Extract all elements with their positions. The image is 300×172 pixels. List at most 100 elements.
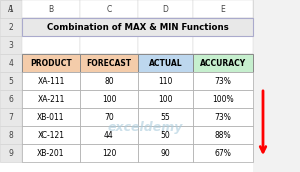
Bar — [138, 90, 193, 108]
Bar — [22, 54, 80, 72]
Bar — [138, 108, 193, 126]
Bar — [80, 18, 138, 36]
Bar — [138, 90, 193, 108]
Text: 2: 2 — [9, 23, 14, 31]
Text: ACTUAL: ACTUAL — [149, 58, 182, 67]
Bar — [22, 126, 80, 144]
Text: 80: 80 — [104, 77, 114, 85]
Bar — [138, 126, 193, 144]
Bar — [138, 0, 193, 18]
Text: 73%: 73% — [214, 112, 231, 121]
Bar — [193, 72, 253, 90]
Bar — [138, 108, 193, 126]
Text: FORECAST: FORECAST — [86, 58, 132, 67]
Bar — [80, 108, 138, 126]
Text: 100: 100 — [158, 94, 173, 104]
Bar — [193, 0, 253, 18]
Bar — [193, 90, 253, 108]
Bar — [22, 108, 80, 126]
Bar — [80, 144, 138, 162]
Text: XA-111: XA-111 — [37, 77, 65, 85]
Text: 73%: 73% — [214, 77, 231, 85]
Bar — [80, 126, 138, 144]
Text: 9: 9 — [9, 148, 14, 158]
Text: 88%: 88% — [215, 131, 231, 139]
Bar — [138, 36, 193, 54]
Text: 6: 6 — [9, 94, 14, 104]
Text: 8: 8 — [9, 131, 14, 139]
Bar — [0, 72, 22, 90]
Bar — [138, 54, 193, 72]
Bar — [80, 72, 138, 90]
Text: XC-121: XC-121 — [38, 131, 64, 139]
Text: XB-011: XB-011 — [37, 112, 65, 121]
Bar — [0, 54, 22, 72]
Bar — [0, 18, 22, 36]
Text: B: B — [48, 4, 54, 13]
Text: 67%: 67% — [214, 148, 231, 158]
Text: 110: 110 — [158, 77, 173, 85]
Bar — [22, 36, 80, 54]
Bar — [80, 90, 138, 108]
Bar — [22, 54, 80, 72]
Text: 120: 120 — [102, 148, 116, 158]
Bar — [80, 36, 138, 54]
Bar — [193, 126, 253, 144]
Text: PRODUCT: PRODUCT — [30, 58, 72, 67]
Text: C: C — [106, 4, 112, 13]
Text: 3: 3 — [9, 40, 14, 50]
Text: 7: 7 — [9, 112, 14, 121]
Bar — [22, 18, 80, 36]
Bar — [22, 0, 80, 18]
Text: XA-211: XA-211 — [37, 94, 65, 104]
Bar — [80, 108, 138, 126]
Bar — [80, 144, 138, 162]
Bar — [22, 108, 80, 126]
Bar — [193, 54, 253, 72]
Bar — [0, 0, 253, 172]
Bar — [80, 0, 138, 18]
Text: XB-201: XB-201 — [37, 148, 65, 158]
Bar — [22, 90, 80, 108]
Text: 55: 55 — [160, 112, 170, 121]
Bar — [22, 72, 80, 90]
Text: A: A — [8, 4, 14, 13]
Text: 70: 70 — [104, 112, 114, 121]
Bar — [138, 144, 193, 162]
Bar — [193, 72, 253, 90]
Bar — [22, 144, 80, 162]
Text: 1: 1 — [9, 4, 14, 13]
Bar — [0, 144, 22, 162]
Text: 44: 44 — [104, 131, 114, 139]
Bar — [138, 72, 193, 90]
Bar — [22, 18, 253, 36]
Bar — [22, 0, 80, 18]
Bar — [138, 144, 193, 162]
Bar — [80, 72, 138, 90]
Text: exceldemy: exceldemy — [107, 121, 183, 135]
Bar — [193, 144, 253, 162]
Bar — [80, 90, 138, 108]
Bar — [22, 72, 80, 90]
Bar — [193, 18, 253, 36]
Bar — [193, 36, 253, 54]
Text: D: D — [163, 4, 168, 13]
Bar — [0, 0, 22, 18]
Bar — [193, 144, 253, 162]
Text: Combination of MAX & MIN Functions: Combination of MAX & MIN Functions — [46, 23, 228, 31]
Bar — [0, 0, 22, 18]
Text: 100%: 100% — [212, 94, 234, 104]
Bar — [0, 108, 22, 126]
Bar — [22, 90, 80, 108]
Text: 5: 5 — [9, 77, 14, 85]
Bar — [80, 126, 138, 144]
Text: 50: 50 — [160, 131, 170, 139]
Bar — [22, 144, 80, 162]
Bar — [80, 0, 138, 18]
Bar — [138, 126, 193, 144]
Text: 90: 90 — [160, 148, 170, 158]
Bar — [0, 90, 22, 108]
Text: E: E — [220, 4, 225, 13]
Bar — [22, 126, 80, 144]
Bar — [138, 18, 193, 36]
